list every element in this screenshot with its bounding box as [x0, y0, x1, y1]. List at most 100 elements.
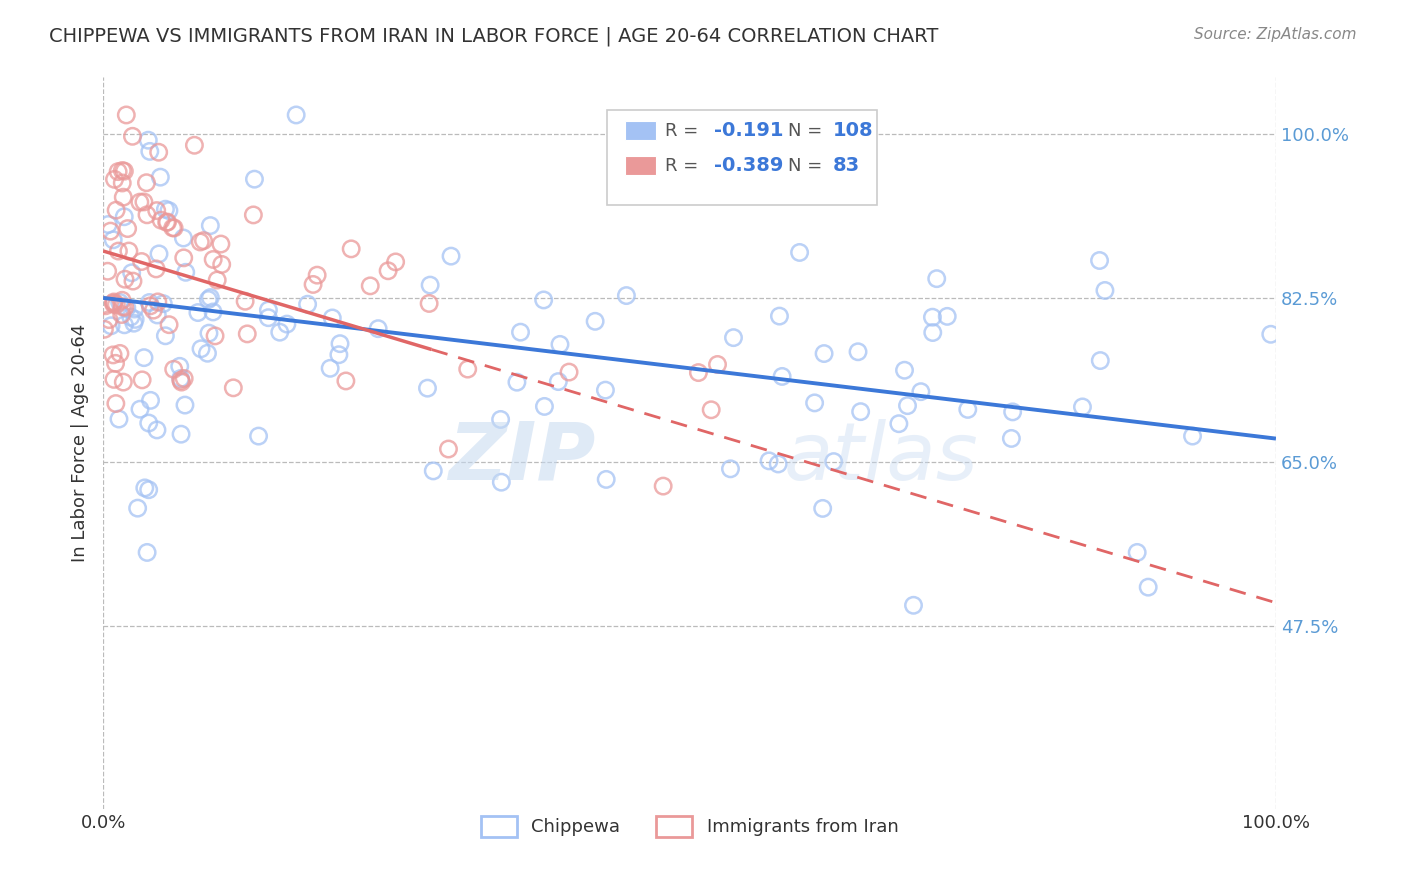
Point	[200, 291, 222, 305]
Point	[108, 346, 131, 360]
Point	[100, 224, 122, 238]
FancyBboxPatch shape	[626, 121, 655, 140]
Point	[758, 454, 780, 468]
Point	[138, 483, 160, 497]
Point	[419, 278, 441, 293]
Point	[1260, 327, 1282, 342]
Point	[491, 475, 513, 490]
Point	[583, 314, 606, 328]
Point	[328, 348, 350, 362]
Point	[384, 255, 406, 269]
FancyBboxPatch shape	[607, 111, 877, 205]
Point	[190, 342, 212, 356]
Point	[921, 326, 943, 340]
Point	[616, 288, 638, 302]
Point	[319, 361, 342, 376]
Point	[103, 295, 125, 310]
Point	[188, 235, 211, 249]
Point	[169, 359, 191, 374]
Point	[297, 297, 319, 311]
Legend: Chippewa, Immigrants from Iran: Chippewa, Immigrants from Iran	[474, 809, 905, 844]
Point	[211, 257, 233, 271]
Point	[936, 310, 959, 324]
Point	[766, 457, 789, 471]
Point	[243, 172, 266, 186]
Point	[163, 362, 186, 376]
Point	[803, 396, 825, 410]
Point	[198, 326, 221, 340]
Point	[139, 393, 162, 408]
Point	[367, 321, 389, 335]
Point	[115, 301, 138, 315]
Point	[202, 305, 225, 319]
Point	[558, 365, 581, 379]
Point	[156, 215, 179, 229]
Point	[134, 481, 156, 495]
Text: ZIP: ZIP	[449, 419, 596, 497]
Point	[813, 346, 835, 360]
Point	[509, 325, 531, 339]
Point	[321, 310, 343, 325]
Point	[121, 266, 143, 280]
Point	[700, 402, 723, 417]
Point	[157, 318, 180, 332]
Point	[170, 375, 193, 389]
Y-axis label: In Labor Force | Age 20-64: In Labor Force | Age 20-64	[72, 324, 89, 563]
Point	[896, 399, 918, 413]
Point	[846, 344, 869, 359]
Point	[437, 442, 460, 456]
Point	[257, 303, 280, 318]
Point	[98, 312, 121, 326]
Point	[112, 190, 135, 204]
Point	[108, 412, 131, 426]
Point	[770, 369, 793, 384]
Point	[174, 398, 197, 412]
Point	[115, 108, 138, 122]
Point	[103, 233, 125, 247]
FancyBboxPatch shape	[626, 156, 655, 176]
Point	[183, 138, 205, 153]
Point	[533, 400, 555, 414]
Point	[205, 273, 228, 287]
Point	[823, 454, 845, 468]
Point	[416, 381, 439, 395]
Point	[114, 301, 136, 315]
Point	[145, 203, 167, 218]
Point	[120, 310, 142, 324]
Point	[146, 294, 169, 309]
Text: -0.389: -0.389	[714, 156, 783, 176]
Point	[720, 462, 742, 476]
Point	[162, 220, 184, 235]
Point	[269, 325, 291, 339]
Point	[1181, 429, 1204, 443]
Point	[156, 215, 179, 229]
Point	[117, 221, 139, 235]
Point	[197, 293, 219, 307]
Point	[135, 176, 157, 190]
Point	[595, 472, 617, 486]
Point	[307, 268, 329, 282]
Point	[108, 295, 131, 310]
Point	[1090, 353, 1112, 368]
Point	[122, 316, 145, 330]
Point	[107, 164, 129, 178]
Text: Source: ZipAtlas.com: Source: ZipAtlas.com	[1194, 27, 1357, 42]
Point	[121, 129, 143, 144]
Point	[422, 464, 444, 478]
Point	[1071, 400, 1094, 414]
Point	[1137, 580, 1160, 594]
Point	[247, 429, 270, 443]
Point	[136, 133, 159, 147]
Point	[111, 300, 134, 314]
Point	[285, 108, 308, 122]
Point	[457, 362, 479, 376]
Point	[768, 309, 790, 323]
Point	[148, 145, 170, 160]
Point	[101, 348, 124, 362]
Point	[169, 371, 191, 385]
Point	[893, 363, 915, 377]
Point	[112, 164, 135, 178]
Point	[111, 293, 134, 308]
Point	[139, 299, 162, 313]
Point	[122, 274, 145, 288]
